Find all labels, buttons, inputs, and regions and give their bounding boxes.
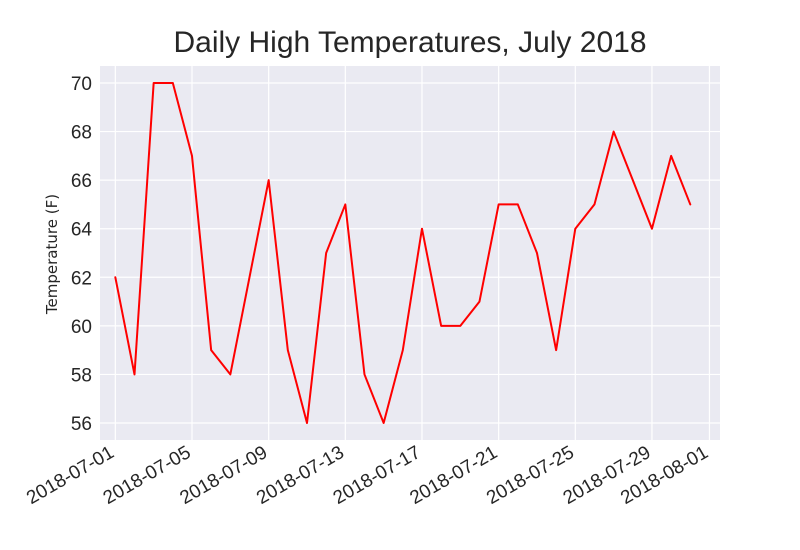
y-tick-label: 56 (71, 414, 92, 435)
y-tick-label: 60 (71, 317, 92, 338)
y-tick-label: 66 (71, 171, 92, 192)
y-tick-label: 58 (71, 365, 92, 386)
chart-title: Daily High Temperatures, July 2018 (173, 26, 647, 59)
y-tick-label: 62 (71, 268, 92, 289)
y-tick-label: 68 (71, 123, 92, 144)
y-tick-label: 64 (71, 220, 93, 241)
plot-area (100, 66, 720, 440)
y-tick-label: 70 (71, 74, 92, 95)
